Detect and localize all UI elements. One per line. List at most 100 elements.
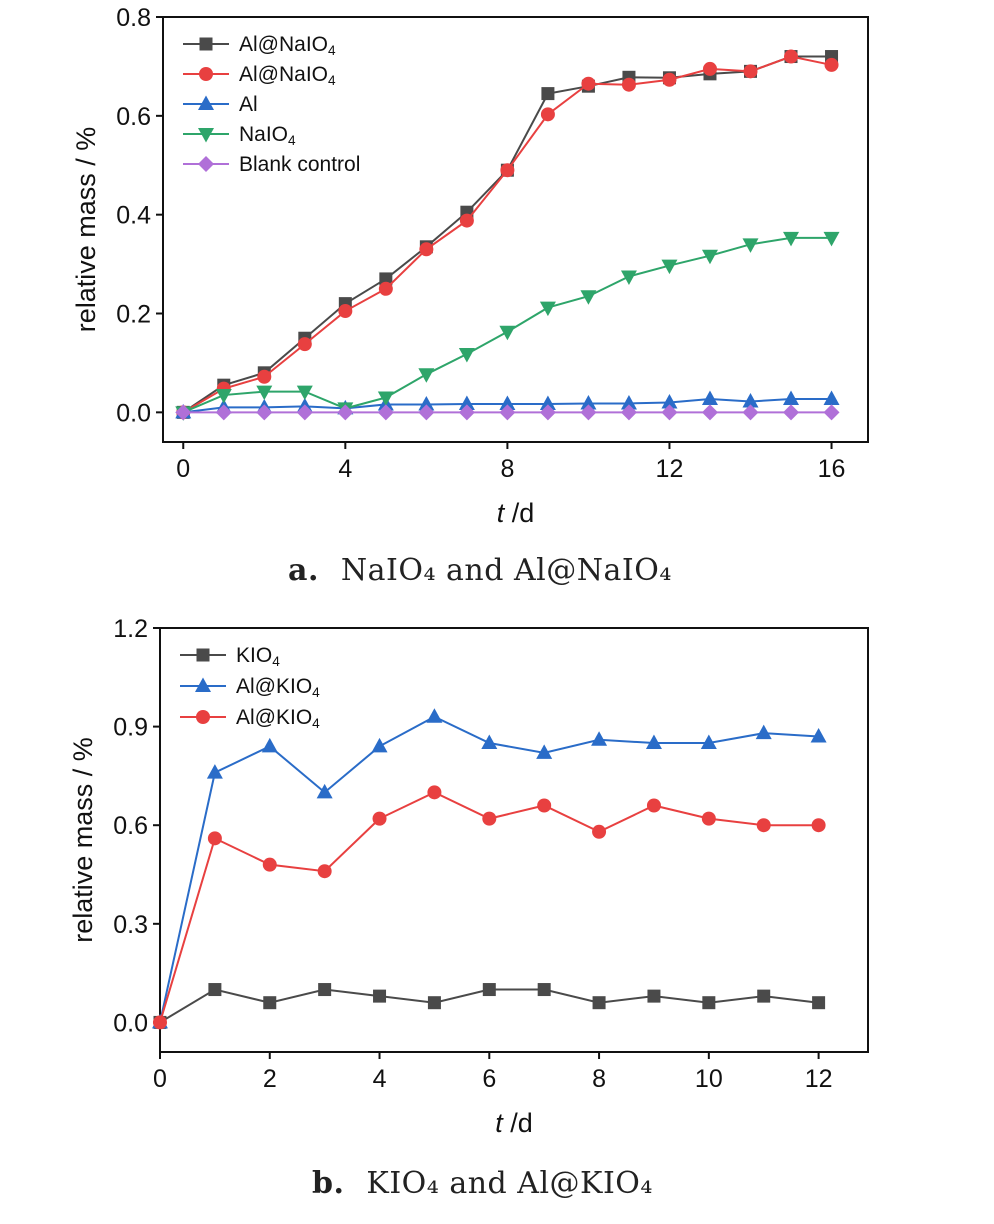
data-point (500, 163, 515, 178)
legend-label: Al@KIO4 (236, 675, 320, 700)
series-line (182, 236, 832, 414)
data-point (261, 737, 278, 753)
legend-label: Al@KIO4 (236, 706, 320, 731)
data-point (378, 281, 393, 296)
caption-b-letter: b. (312, 1166, 345, 1201)
data-point (296, 385, 313, 401)
data-point (742, 404, 759, 421)
x-axis-title: t /d (495, 1108, 533, 1138)
data-point (175, 404, 192, 421)
data-point (418, 395, 435, 411)
data-point (539, 301, 556, 317)
data-point (783, 390, 800, 406)
data-point (620, 394, 637, 410)
plot-frame (159, 627, 869, 1053)
data-point (481, 734, 498, 750)
data-point (215, 404, 232, 421)
data-point (592, 996, 606, 1010)
data-point (540, 107, 555, 122)
data-point (702, 61, 717, 76)
data-point (208, 983, 222, 997)
data-point (701, 390, 718, 406)
data-point (811, 818, 826, 833)
data-point (499, 404, 516, 421)
x-tick-label: 16 (818, 455, 846, 483)
series-1 (176, 49, 839, 420)
x-axis-title: t /d (497, 498, 535, 528)
data-point (297, 337, 312, 352)
y-tick-label: 0.9 (113, 714, 148, 742)
data-point (296, 404, 313, 421)
data-point (621, 77, 636, 92)
data-point (373, 989, 387, 1003)
legend-label: KIO4 (236, 644, 280, 669)
data-point (377, 391, 394, 407)
data-point (262, 857, 277, 872)
x-tick-label: 8 (500, 455, 514, 483)
data-point (316, 783, 333, 799)
data-point (458, 395, 475, 410)
data-point (591, 731, 608, 746)
data-point (459, 213, 474, 228)
caption-b: b. KIO₄ and Al@KIO₄ (312, 1166, 653, 1201)
y-tick-label: 0.4 (116, 202, 151, 230)
x-tick-label: 4 (338, 455, 352, 483)
legend-item: Blank control (183, 153, 360, 176)
data-point (662, 72, 677, 87)
legend-marker (198, 156, 214, 172)
data-point (458, 348, 475, 363)
caption-b-text: KIO₄ and Al@KIO₄ (366, 1166, 653, 1201)
series-1 (152, 708, 827, 1029)
data-point (377, 404, 394, 421)
x-tick-label: 12 (805, 1065, 833, 1093)
data-point (372, 811, 387, 826)
data-point (620, 404, 637, 421)
data-point (541, 87, 555, 101)
legend-label: Blank control (239, 153, 360, 176)
legend-marker (198, 128, 214, 143)
y-tick-label: 0.2 (116, 301, 151, 329)
data-point (823, 231, 840, 247)
series-line (182, 55, 832, 414)
data-point (823, 404, 840, 421)
y-tick-label: 0.3 (113, 911, 148, 939)
data-point (580, 290, 597, 305)
data-point (418, 404, 435, 421)
data-point (647, 989, 661, 1003)
legend-item: Al@NaIO4 (183, 63, 336, 88)
x-tick-label: 0 (176, 455, 190, 483)
data-point (581, 76, 596, 91)
legend-marker (198, 95, 214, 110)
legend-label: Al (239, 93, 258, 116)
data-point (661, 259, 678, 275)
data-point (537, 798, 552, 813)
data-point (539, 404, 556, 421)
y-tick-label: 0.0 (113, 1009, 148, 1037)
data-point (757, 989, 771, 1003)
data-point (755, 724, 772, 740)
data-point (427, 785, 442, 800)
data-point (458, 404, 475, 421)
data-point (742, 392, 759, 408)
data-point (539, 395, 556, 410)
legend-item: Al (183, 93, 258, 116)
x-tick-label: 6 (482, 1065, 496, 1093)
data-point (371, 737, 388, 753)
data-point (206, 764, 223, 779)
data-point (784, 49, 799, 64)
data-point (482, 983, 496, 997)
data-point (419, 242, 434, 257)
y-tick-label: 0.6 (113, 812, 148, 840)
data-point (499, 395, 516, 410)
series-line (159, 715, 819, 1023)
x-tick-label: 4 (373, 1065, 387, 1093)
data-point (810, 727, 827, 743)
plot-frame (162, 16, 869, 443)
data-point (215, 389, 232, 404)
data-point (482, 811, 497, 826)
data-point (743, 64, 758, 79)
data-point (824, 57, 839, 72)
data-point (661, 404, 678, 421)
data-point (536, 744, 553, 759)
